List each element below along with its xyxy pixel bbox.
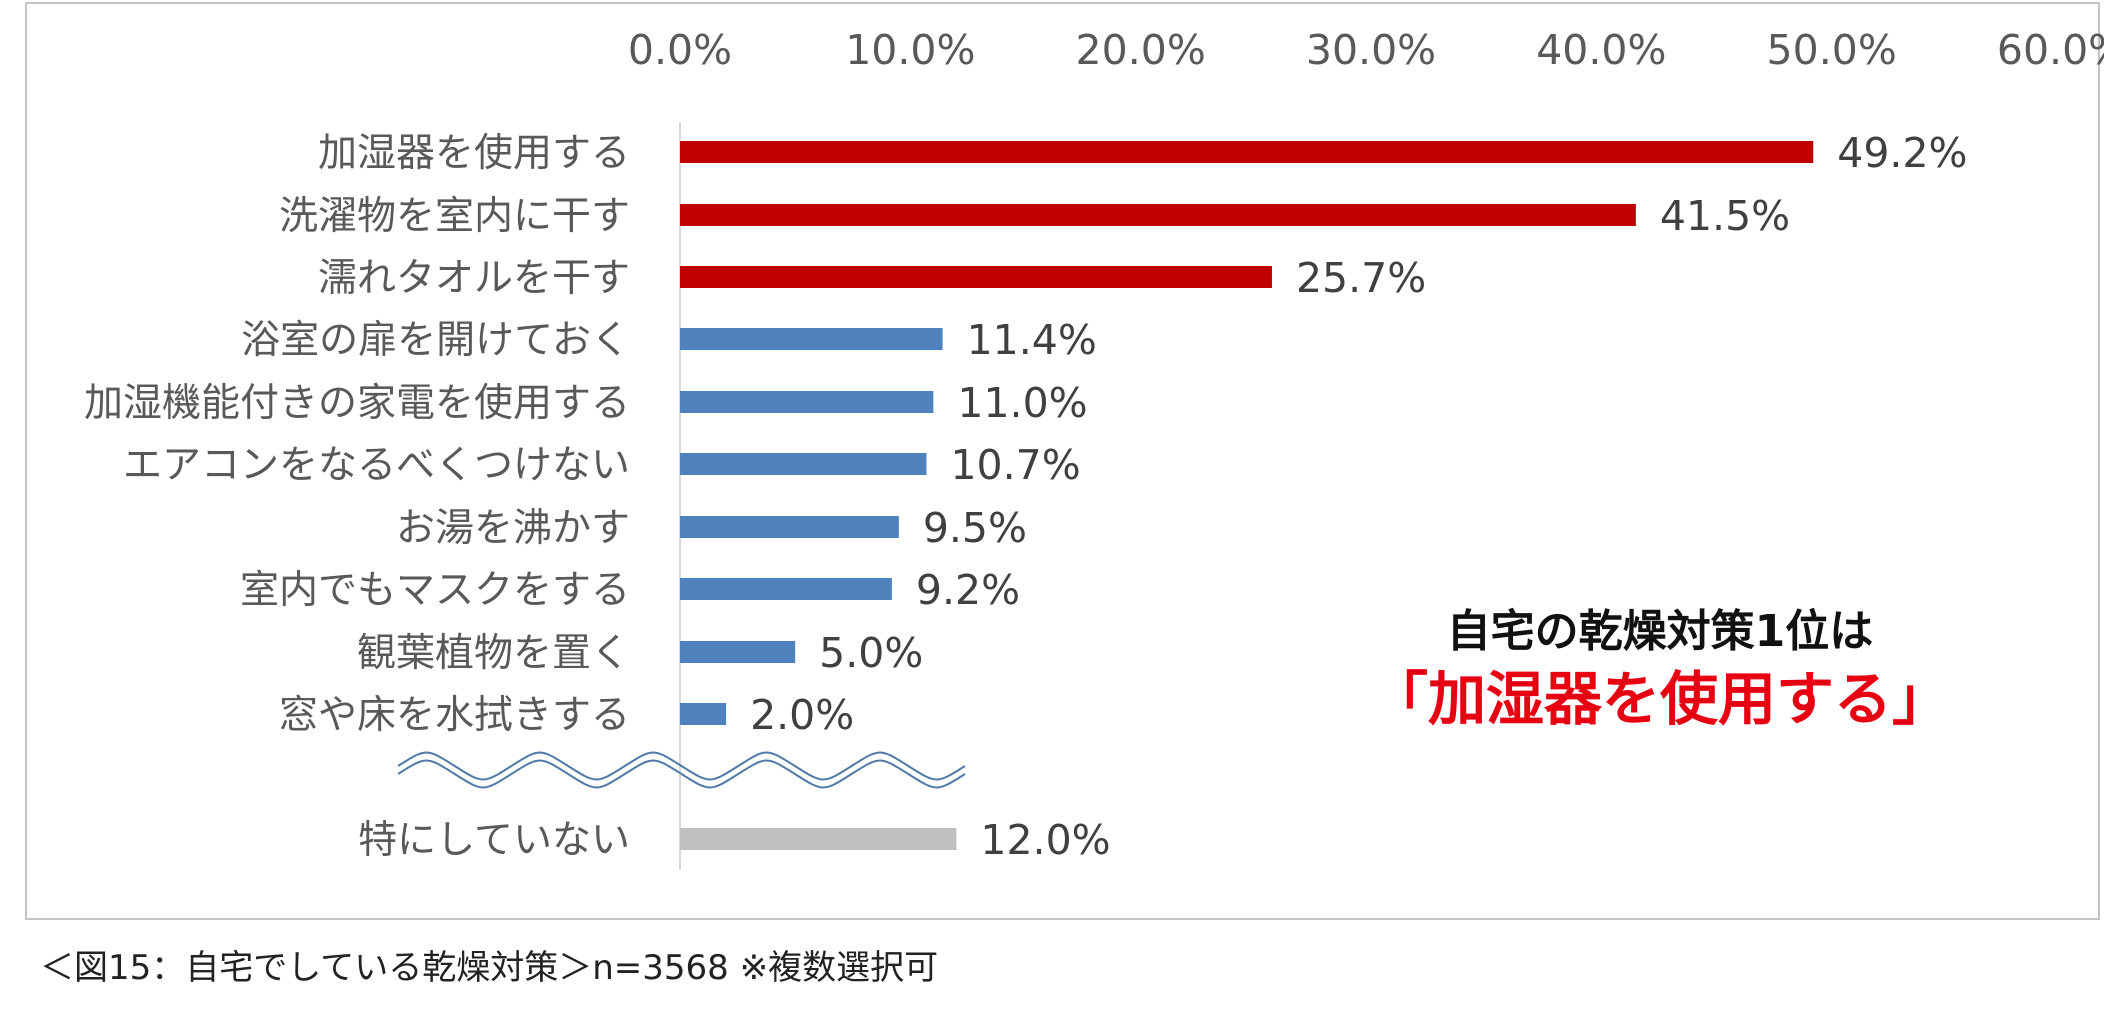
data-label: 2.0% bbox=[750, 691, 854, 739]
data-label: 10.7% bbox=[950, 441, 1080, 489]
data-label: 41.5% bbox=[1660, 192, 1790, 240]
bar bbox=[680, 266, 1272, 288]
bar bbox=[680, 328, 943, 350]
x-tick-label: 10.0% bbox=[845, 26, 975, 74]
bar bbox=[680, 453, 927, 475]
x-tick-label: 50.0% bbox=[1767, 26, 1897, 74]
category-label: お湯を沸かす bbox=[396, 506, 630, 551]
bar bbox=[680, 391, 934, 413]
x-axis-ticks: 0.0% 10.0% 20.0% 30.0% 40.0% 50.0% 60.0% bbox=[628, 26, 2104, 74]
bar-row: お湯を沸かす 9.5% bbox=[396, 504, 1027, 552]
bar bbox=[680, 641, 796, 663]
bar-row: 加湿器を使用する 49.2% bbox=[318, 129, 1968, 177]
data-label: 11.4% bbox=[967, 316, 1097, 364]
data-label: 49.2% bbox=[1837, 129, 1967, 177]
category-label: 加湿機能付きの家電を使用する bbox=[84, 381, 630, 426]
category-label: 加湿器を使用する bbox=[318, 131, 630, 176]
category-label: 浴室の扉を開けておく bbox=[241, 318, 630, 363]
bar bbox=[680, 141, 1814, 163]
bar bbox=[680, 703, 727, 725]
callout: 自宅の乾燥対策1位は 「加湿器を使用する」 bbox=[1330, 603, 1990, 737]
category-label: 特にしていない bbox=[358, 818, 630, 863]
x-tick-label: 30.0% bbox=[1306, 26, 1436, 74]
category-label: 室内でもマスクをする bbox=[240, 568, 630, 613]
x-tick-label: 60.0% bbox=[1997, 26, 2104, 74]
bar-row: 濡れタオルを干す 25.7% bbox=[318, 254, 1426, 302]
bar bbox=[680, 828, 957, 850]
callout-headline: 自宅の乾燥対策1位は bbox=[1446, 606, 1874, 657]
x-tick-label: 40.0% bbox=[1536, 26, 1666, 74]
bar-row: エアコンをなるべくつけない 10.7% bbox=[123, 441, 1081, 489]
bar-row: 窓や床を水拭きする 2.0% bbox=[279, 691, 854, 739]
bar-row: 加湿機能付きの家電を使用する 11.0% bbox=[84, 379, 1088, 427]
bar-row: 浴室の扉を開けておく 11.4% bbox=[241, 316, 1097, 364]
bar-chart: 0.0% 10.0% 20.0% 30.0% 40.0% 50.0% 60.0% 加湿器を使… bbox=[84, 26, 2104, 870]
axis-break-wave bbox=[397, 751, 966, 789]
bar-row: 特にしていない 12.0% bbox=[358, 816, 1110, 864]
bar-row: 洗濯物を室内に干す 41.5% bbox=[279, 192, 1790, 240]
data-label: 9.2% bbox=[916, 566, 1020, 614]
data-label: 11.0% bbox=[957, 379, 1087, 427]
callout-highlight: 「加湿器を使用する」 bbox=[1369, 665, 1950, 733]
category-label: エアコンをなるべくつけない bbox=[123, 443, 630, 488]
bars: 加湿器を使用する 49.2% 洗濯物を室内に干す 41.5% 濡れタオルを干す 25.7%… bbox=[84, 129, 1968, 864]
data-label: 12.0% bbox=[980, 816, 1110, 864]
data-label: 9.5% bbox=[923, 504, 1027, 552]
bar bbox=[680, 578, 892, 600]
category-label: 窓や床を水拭きする bbox=[279, 693, 630, 738]
bar bbox=[680, 204, 1636, 226]
category-label: 濡れタオルを干す bbox=[318, 256, 630, 301]
bar-row: 室内でもマスクをする 9.2% bbox=[240, 566, 1020, 614]
bar bbox=[680, 516, 899, 538]
data-label: 25.7% bbox=[1296, 254, 1426, 302]
figure-caption: ＜図15：自宅でしている乾燥対策＞n=3568 ※複数選択可 bbox=[40, 948, 939, 988]
category-label: 観葉植物を置く bbox=[357, 631, 630, 676]
data-label: 5.0% bbox=[819, 629, 923, 677]
axis-break-line bbox=[397, 759, 966, 789]
x-tick-label: 20.0% bbox=[1076, 26, 1206, 74]
bar-row: 観葉植物を置く 5.0% bbox=[357, 629, 923, 677]
x-tick-label: 0.0% bbox=[628, 26, 732, 74]
axis-break-line bbox=[397, 751, 966, 781]
category-label: 洗濯物を室内に干す bbox=[279, 194, 630, 239]
